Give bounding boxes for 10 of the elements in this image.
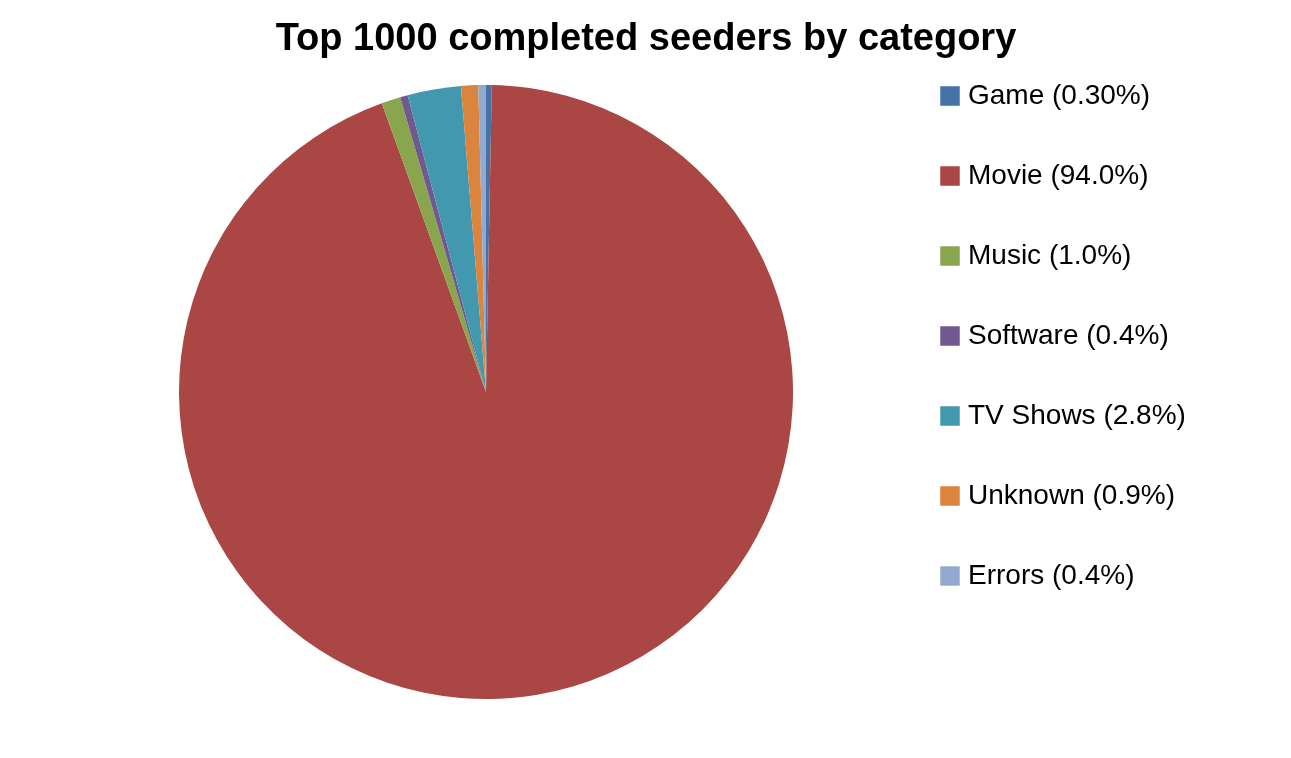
- legend-label: Software (0.4%): [968, 319, 1169, 350]
- pie-slice: [179, 85, 793, 699]
- chart-title: Top 1000 completed seeders by category: [275, 16, 1017, 58]
- legend-label: Music (1.0%): [968, 239, 1132, 270]
- legend-label: Errors (0.4%): [968, 559, 1135, 590]
- legend-label: Game (0.30%): [968, 79, 1151, 110]
- legend-label: Movie (94.0%): [968, 159, 1149, 190]
- legend-label: Unknown (0.9%): [968, 479, 1175, 510]
- legend-label: TV Shows (2.8%): [968, 399, 1186, 430]
- pie-slice: [381, 97, 486, 392]
